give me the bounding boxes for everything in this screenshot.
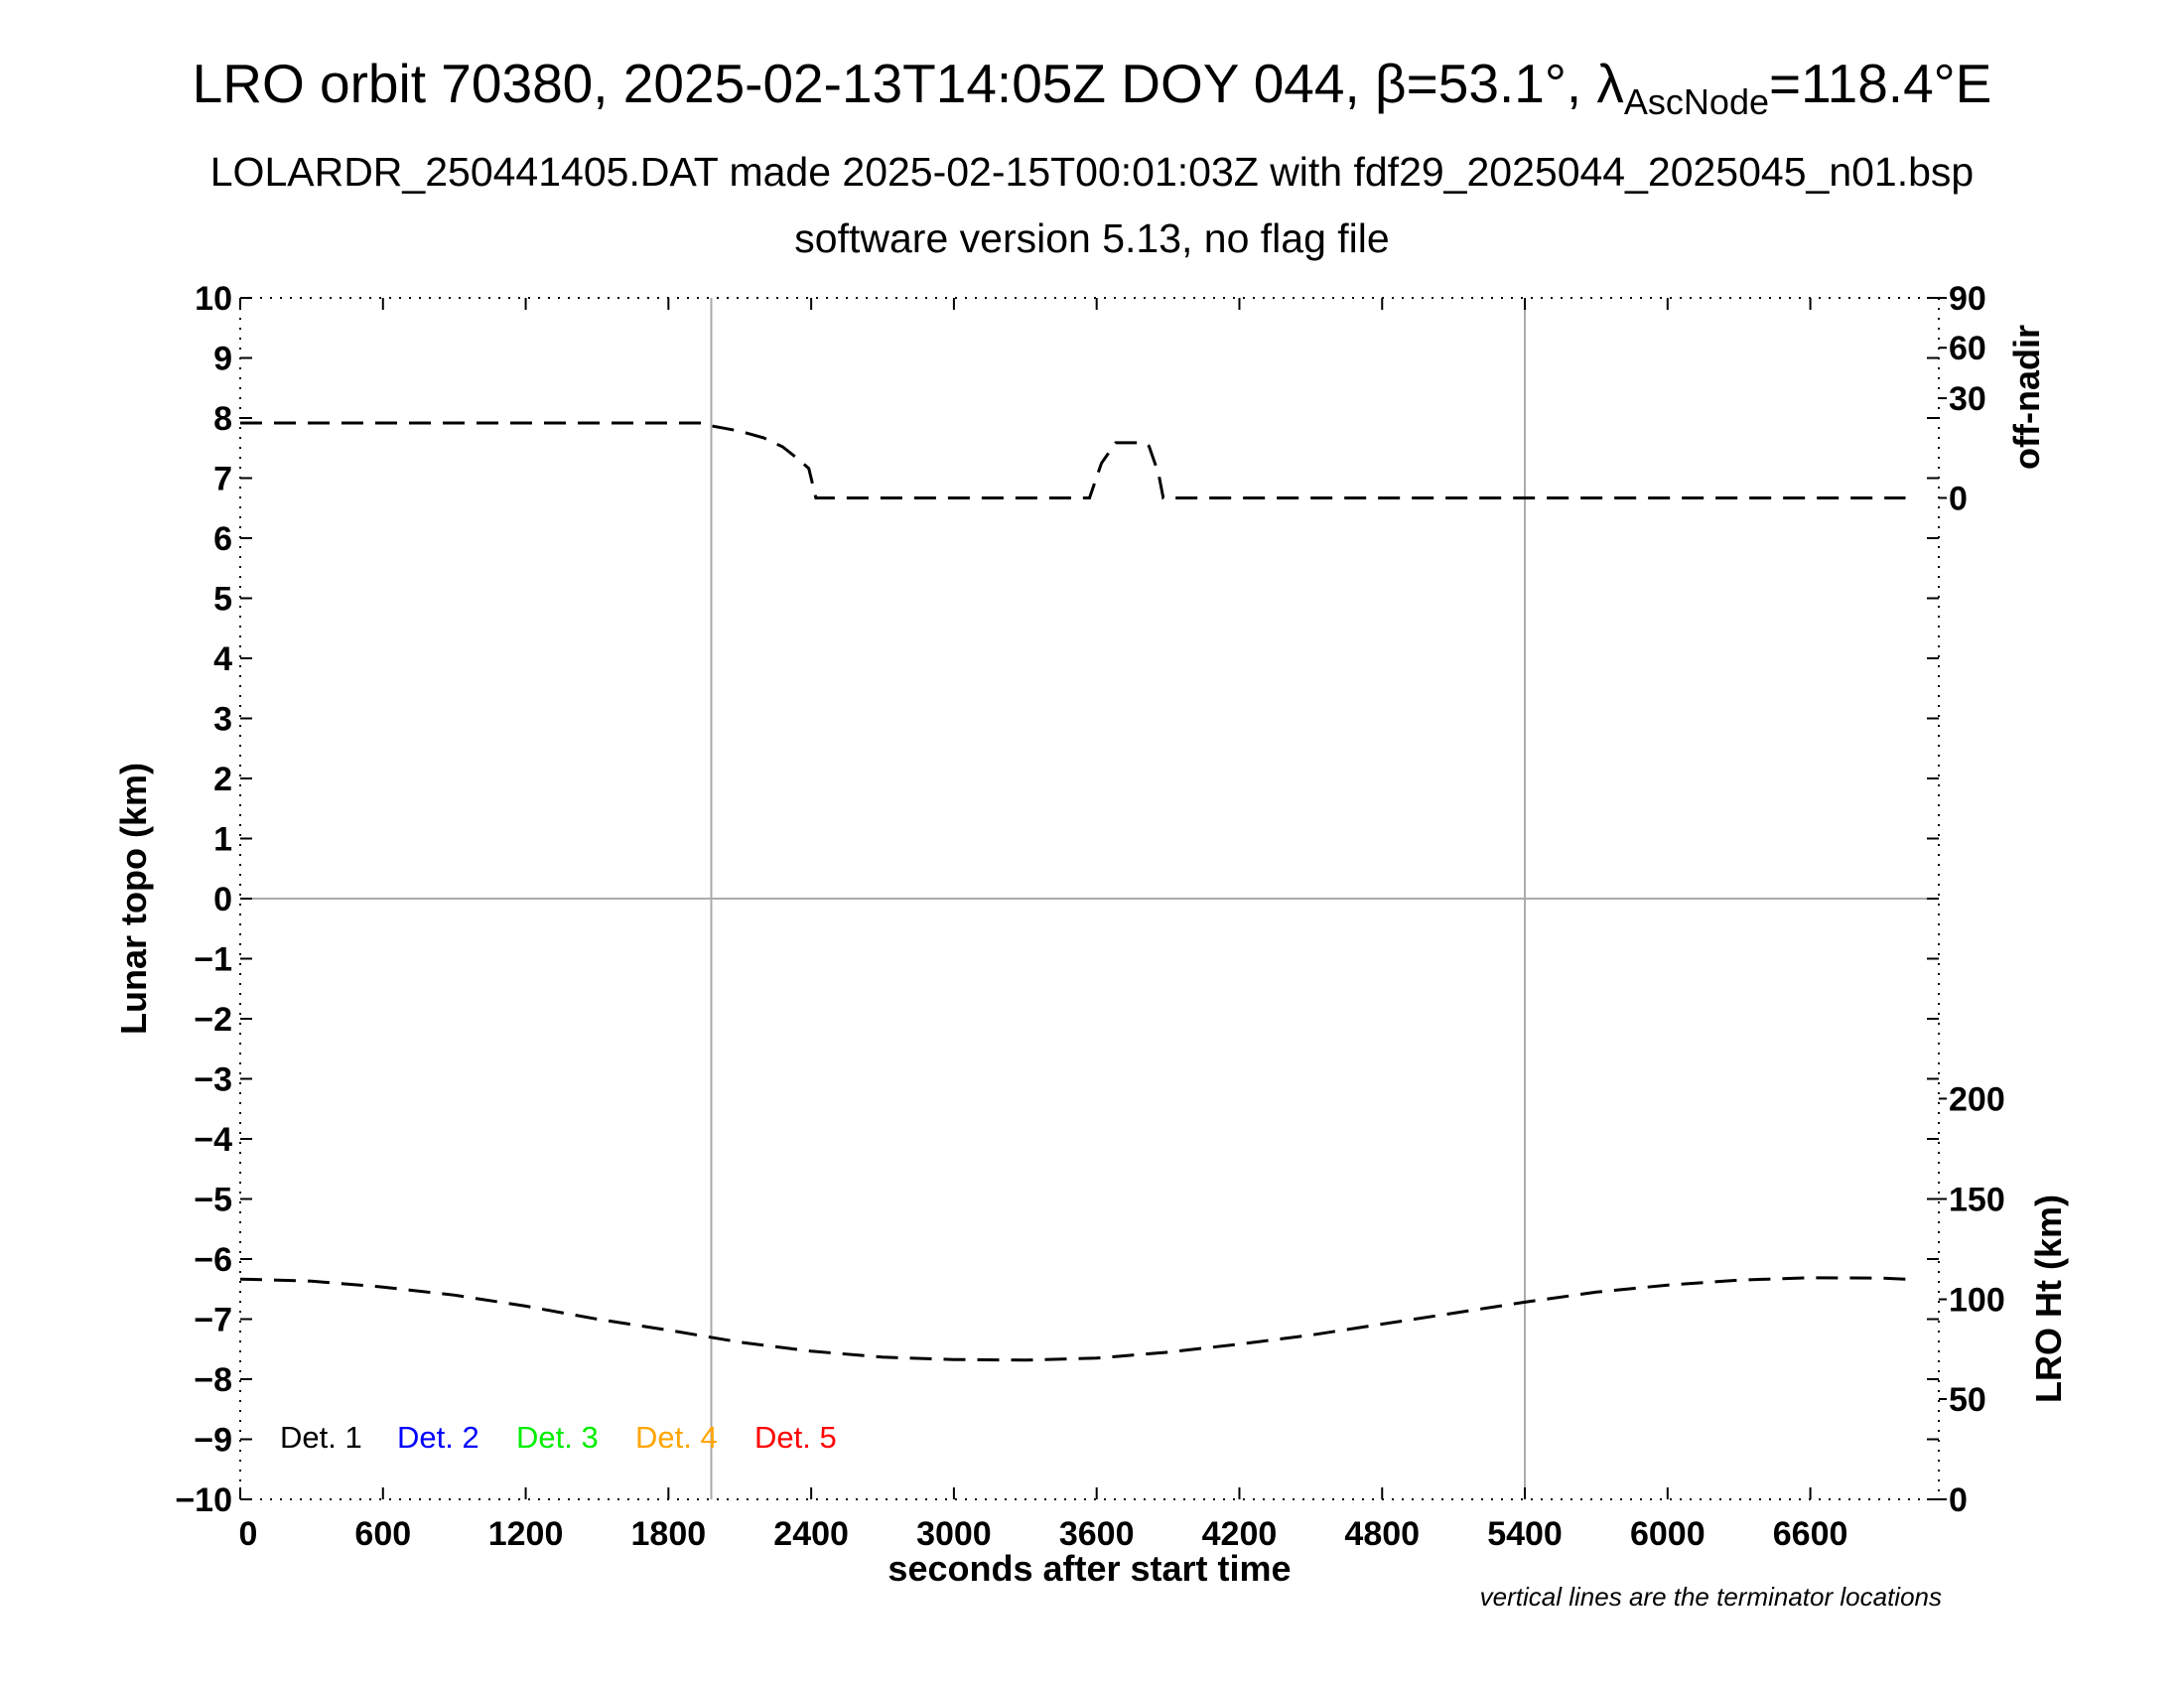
x-tick-label: 4800 (1344, 1515, 1420, 1553)
y-tick-label: 7 (213, 461, 232, 498)
y-tick-label: −4 (194, 1121, 232, 1159)
x-tick-label: 1200 (488, 1515, 564, 1553)
lro-height-tick-label: 150 (1949, 1182, 2005, 1219)
title-subscript: AscNode (1623, 81, 1769, 122)
x-axis-title: seconds after start time (887, 1548, 1291, 1589)
y-tick-label: 9 (213, 341, 232, 378)
x-tick-label: 600 (354, 1515, 411, 1553)
y-tick-label: −7 (194, 1302, 232, 1339)
lro-height-tick-label: 200 (1949, 1080, 2005, 1118)
y-tick-label: 5 (213, 581, 232, 619)
y-tick-label: −6 (194, 1241, 232, 1279)
x-tick-label: 2400 (773, 1515, 849, 1553)
x-tick-label: 4200 (1202, 1515, 1278, 1553)
y-tick-label: −3 (194, 1061, 232, 1099)
lro-height-tick-label: 0 (1949, 1481, 1968, 1519)
legend-item: Det. 5 (754, 1420, 837, 1455)
y-axis-title: Lunar topo (km) (113, 763, 154, 1035)
grid-layer (240, 298, 1939, 1499)
y-tick-label: −10 (175, 1481, 232, 1519)
chart-subtitle-version: software version 5.13, no flag file (794, 215, 1390, 261)
y-tick-label: 6 (213, 520, 232, 558)
legend-item: Det. 2 (397, 1420, 479, 1455)
off-nadir-axis-title: off-nadir (2006, 325, 2047, 470)
y-tick-label: −5 (194, 1182, 232, 1219)
terminator-footnote: vertical lines are the terminator locati… (1480, 1582, 1942, 1612)
y-tick-label: −2 (194, 1001, 232, 1039)
y-tick-label: 10 (195, 280, 232, 318)
y-tick-label: 4 (213, 640, 232, 678)
y-tick-label: 1 (213, 821, 232, 859)
off-nadir-tick-label: 90 (1949, 280, 1986, 318)
x-tick-label: 6600 (1773, 1515, 1848, 1553)
x-tick-label: 5400 (1487, 1515, 1563, 1553)
x-tick-label: 3000 (916, 1515, 992, 1553)
lro-height-series (239, 1276, 1906, 1362)
lro-height-tick-label: 100 (1949, 1282, 2005, 1320)
legend-item: Det. 1 (280, 1420, 362, 1455)
y-tick-label: 3 (213, 701, 232, 739)
off-nadir-tick-label: 60 (1949, 330, 1986, 367)
chart-title: LRO orbit 70380, 2025-02-13T14:05Z DOY 0… (0, 52, 2184, 120)
title-tail: =118.4°E (1768, 53, 1992, 114)
x-tick-label: 6000 (1630, 1515, 1706, 1553)
y-tick-label: 0 (213, 881, 232, 918)
off-nadir-tick-label: 0 (1949, 480, 1968, 517)
legend: Det. 1 Det. 2 Det. 3 Det. 4 Det. 5 (280, 1420, 837, 1455)
y-tick-label: 2 (213, 761, 232, 798)
off-nadir-series (240, 421, 1906, 499)
legend-item: Det. 4 (635, 1420, 718, 1455)
y-tick-label: 8 (213, 400, 232, 438)
chart-subtitle-file: LOLARDR_250441405.DAT made 2025-02-15T00… (209, 149, 1975, 195)
legend-item: Det. 3 (516, 1420, 599, 1455)
x-tick-label: 0 (239, 1515, 258, 1553)
series-layer (239, 421, 1906, 1362)
tick-layer (239, 297, 1947, 1500)
y-tick-label: −9 (194, 1422, 232, 1460)
y-tick-label: −1 (194, 941, 232, 979)
lro-height-axis-title: LRO Ht (km) (2028, 1195, 2069, 1403)
x-tick-label: 1800 (631, 1515, 707, 1553)
off-nadir-tick-label: 30 (1949, 380, 1986, 418)
title-main: LRO orbit 70380, 2025-02-13T14:05Z DOY 0… (192, 53, 1624, 114)
x-tick-label: 3600 (1059, 1515, 1135, 1553)
lro-height-tick-label: 50 (1949, 1381, 1986, 1419)
y-tick-label: −8 (194, 1361, 232, 1399)
